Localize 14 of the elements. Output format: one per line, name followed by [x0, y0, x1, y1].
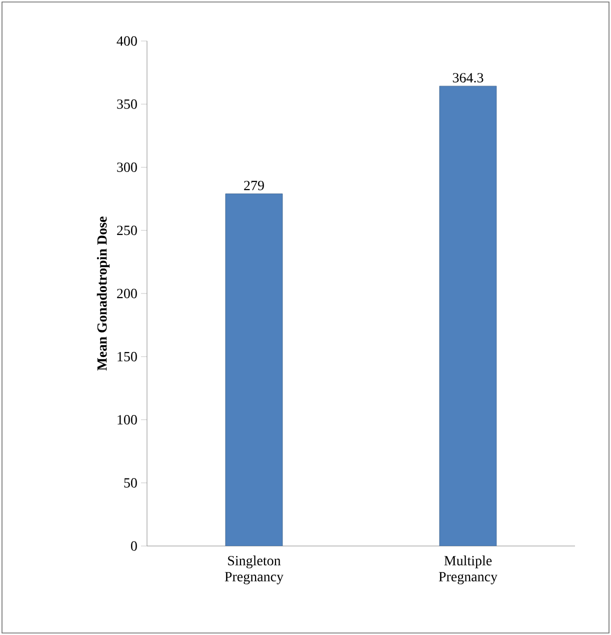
x-tick-label: Singleton Pregnancy: [224, 556, 284, 584]
y-tick-label: 250: [117, 226, 137, 236]
y-tick-label: 100: [118, 415, 137, 424]
y-tick-label: 400: [116, 36, 137, 46]
data-label: 364.3: [452, 73, 484, 83]
data-label: 279: [244, 180, 264, 190]
y-tick-label: 50: [124, 478, 137, 488]
y-tick-label: 200: [117, 288, 137, 298]
y-tick-label: 300: [117, 162, 137, 172]
y-tick-label: 150: [118, 352, 137, 362]
y-tick-label: 350: [117, 99, 137, 109]
y-tick-label: 0: [131, 541, 137, 551]
y-axis-title: Mean Gonadotropin Dose: [96, 216, 110, 371]
x-tick-label: Multiple Pregnancy: [438, 556, 498, 584]
